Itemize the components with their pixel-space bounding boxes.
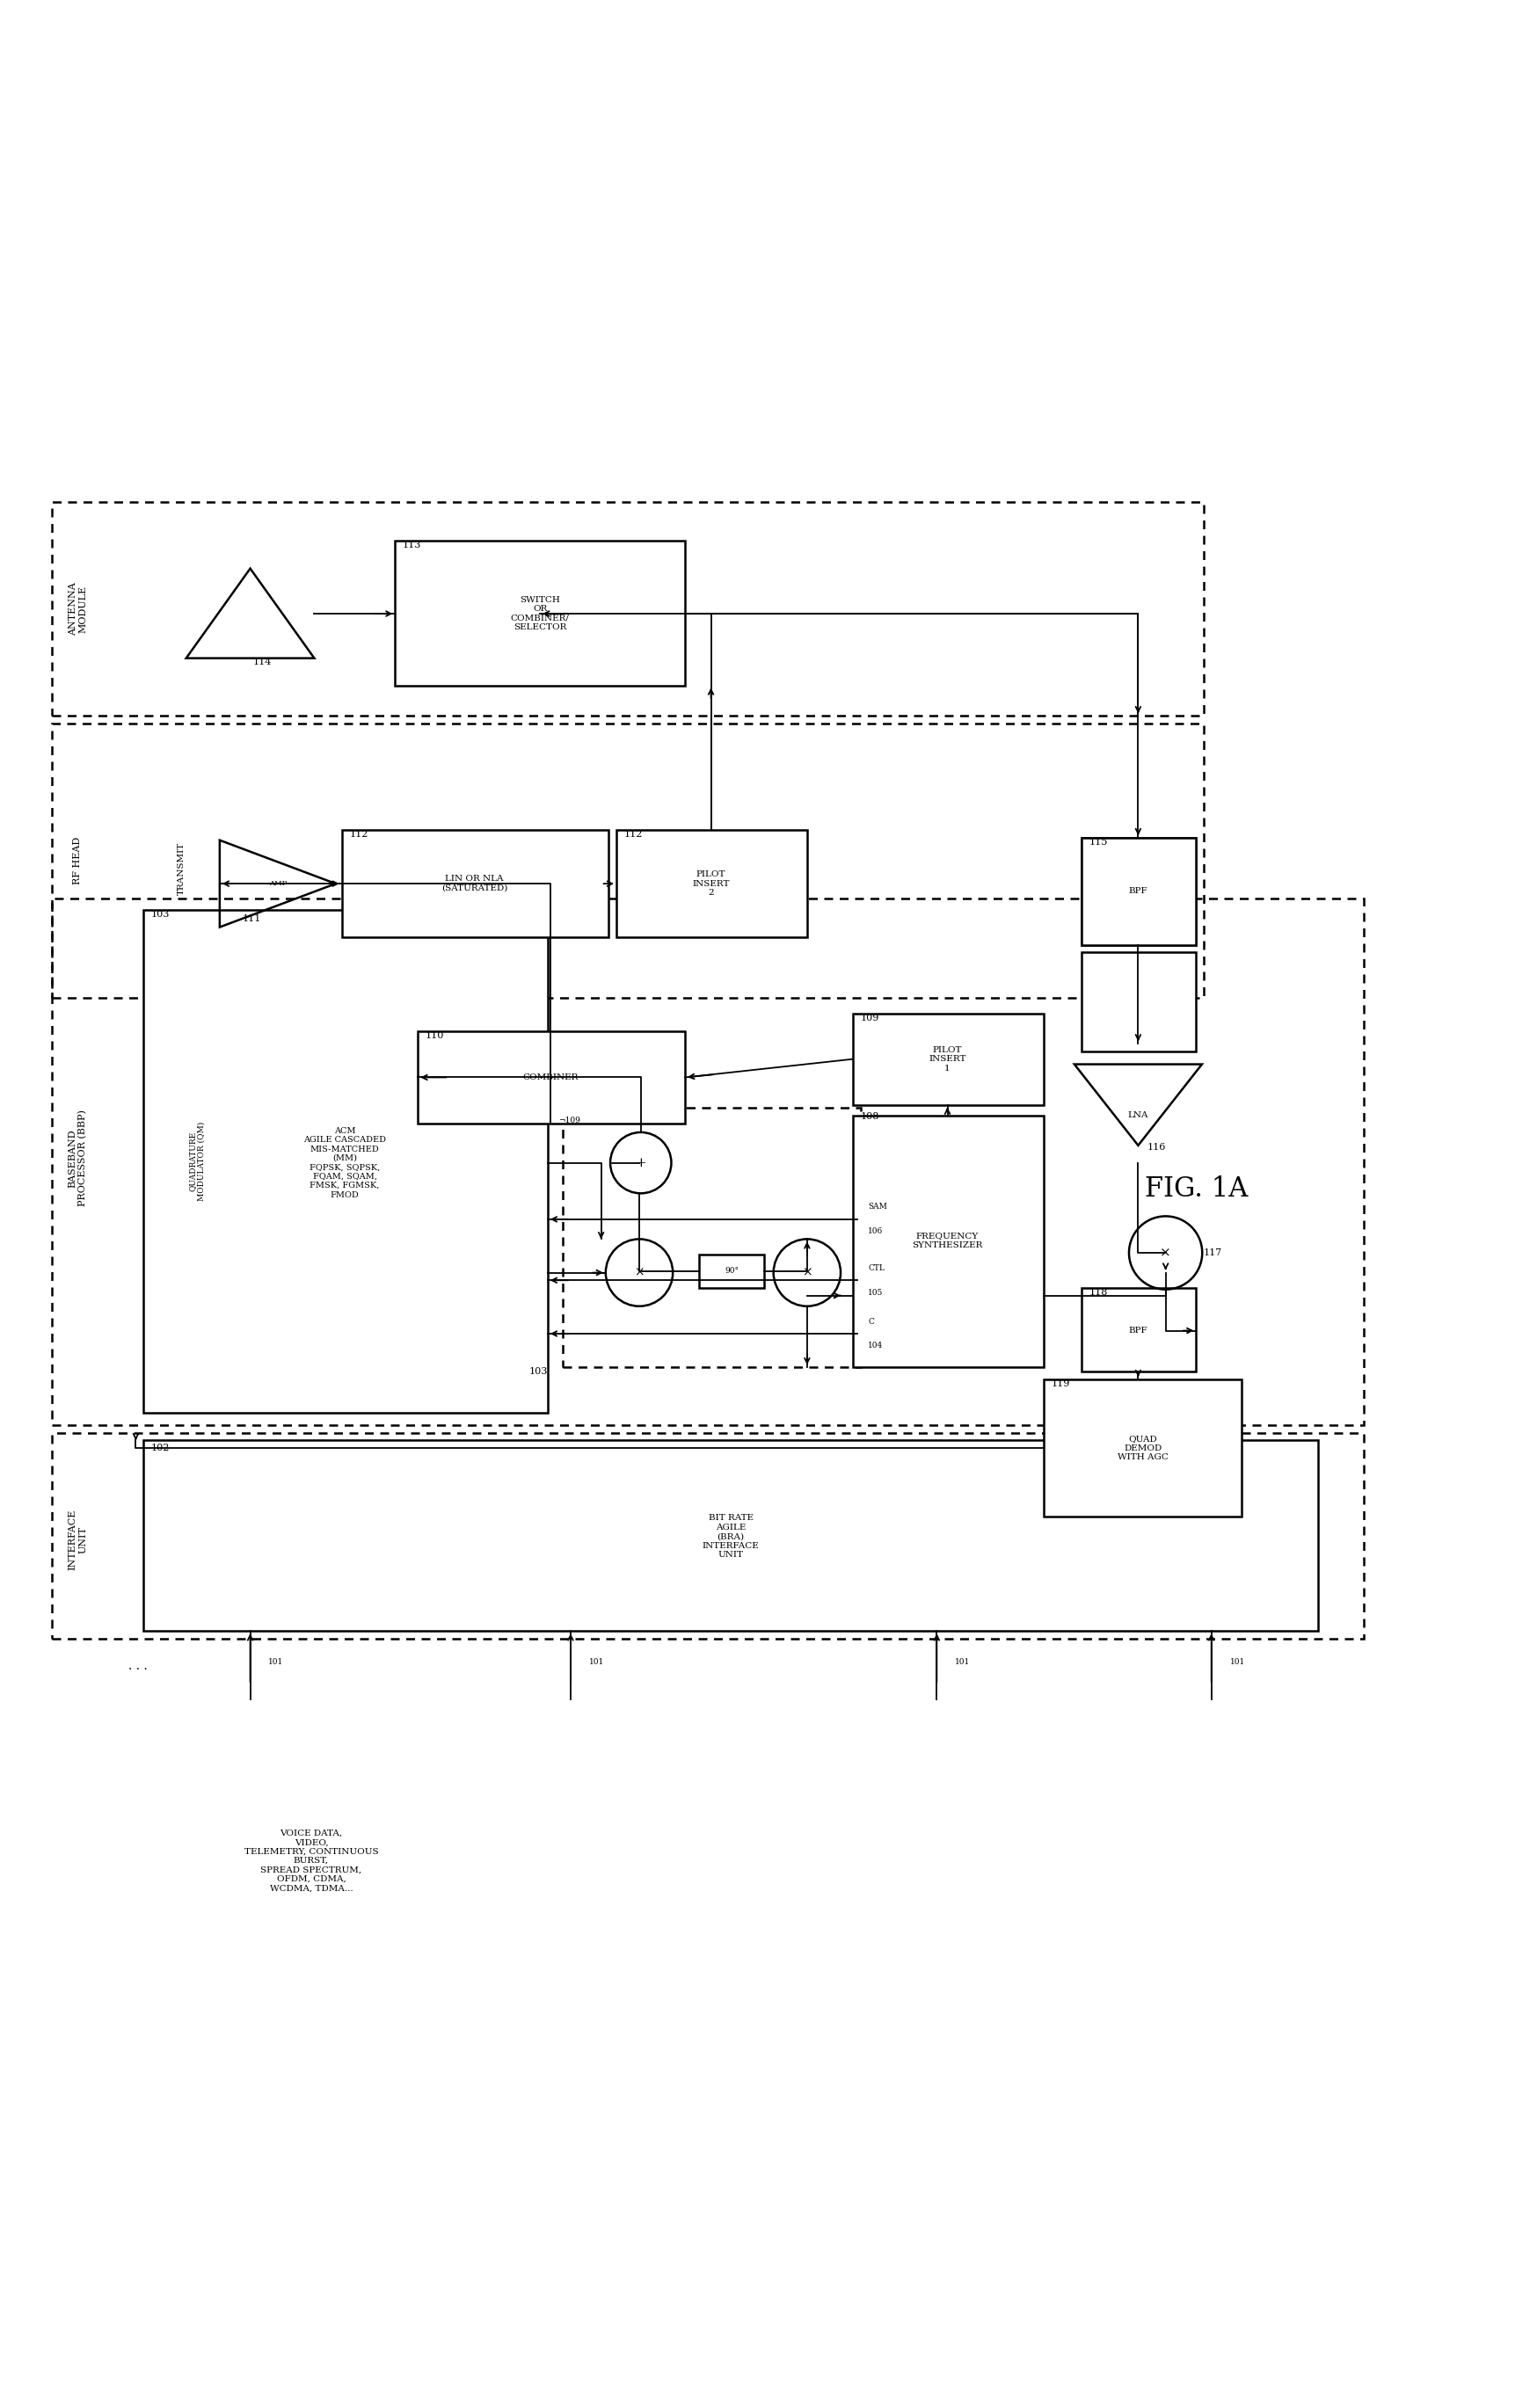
Text: 111: 111 — [243, 915, 261, 922]
Bar — [52, 1433, 1363, 1640]
Bar — [341, 831, 609, 937]
Text: LIN OR NLA
(SATURATED): LIN OR NLA (SATURATED) — [441, 874, 507, 893]
Bar — [1081, 1288, 1196, 1373]
Text: 101: 101 — [954, 1657, 970, 1666]
Text: 106: 106 — [867, 1228, 882, 1235]
Text: ACM
AGILE CASCADED
MIS-MATCHED
(MM)
FQPSK, SQPSK,
FQAM, SQAM,
FMSK, FGMSK,
FMOD: ACM AGILE CASCADED MIS-MATCHED (MM) FQPS… — [303, 1127, 386, 1199]
Text: ×: × — [633, 1267, 644, 1279]
Bar — [395, 539, 684, 686]
Text: PILOT
INSERT
2: PILOT INSERT 2 — [692, 872, 729, 896]
Bar — [616, 831, 807, 937]
Text: 110: 110 — [426, 1031, 444, 1040]
Text: 112: 112 — [349, 831, 367, 838]
Text: 108: 108 — [861, 1112, 879, 1122]
Text: ¬109: ¬109 — [558, 1117, 579, 1125]
Text: LNA: LNA — [1127, 1112, 1148, 1120]
Text: 103: 103 — [529, 1368, 547, 1377]
Text: 102: 102 — [151, 1442, 169, 1452]
Text: · · ·: · · · — [128, 1664, 148, 1676]
Bar — [853, 1115, 1044, 1368]
Text: VOICE DATA,
VIDEO,
TELEMETRY, CONTINUOUS
BURST,
SPREAD SPECTRUM,
OFDM, CDMA,
WCD: VOICE DATA, VIDEO, TELEMETRY, CONTINUOUS… — [244, 1830, 378, 1893]
Text: PILOT
INSERT
1: PILOT INSERT 1 — [928, 1045, 965, 1072]
Text: COMBINER: COMBINER — [523, 1074, 578, 1081]
Text: 116: 116 — [1147, 1144, 1165, 1151]
Bar — [143, 1440, 1317, 1630]
Bar — [52, 722, 1203, 997]
Bar — [1044, 1380, 1242, 1517]
Text: BASEBAND
PROCESSOR (BBP): BASEBAND PROCESSOR (BBP) — [68, 1110, 88, 1206]
Text: 105: 105 — [867, 1288, 882, 1296]
Bar — [1081, 838, 1196, 944]
Bar — [563, 1108, 861, 1368]
Bar — [143, 910, 547, 1413]
Text: QUADRATURE
MODULATOR (QM): QUADRATURE MODULATOR (QM) — [188, 1122, 206, 1202]
Bar — [1081, 838, 1196, 944]
Text: 113: 113 — [403, 539, 421, 549]
Text: SAM: SAM — [867, 1204, 887, 1211]
Text: 118: 118 — [1088, 1288, 1108, 1296]
Bar — [698, 1255, 764, 1288]
Text: 119: 119 — [1051, 1380, 1070, 1389]
Text: FREQUENCY
SYNTHESIZER: FREQUENCY SYNTHESIZER — [911, 1233, 982, 1250]
Text: QUAD
DEMOD
WITH AGC: QUAD DEMOD WITH AGC — [1117, 1435, 1168, 1462]
Text: 90°: 90° — [725, 1267, 739, 1276]
Text: 101: 101 — [1230, 1657, 1243, 1666]
Text: +: + — [635, 1156, 646, 1168]
Text: 104: 104 — [867, 1341, 882, 1351]
Text: C: C — [867, 1317, 873, 1324]
Text: 114: 114 — [254, 657, 272, 667]
Text: BPF: BPF — [1128, 886, 1147, 896]
Text: ×: × — [1159, 1247, 1171, 1259]
Text: 103: 103 — [151, 910, 169, 917]
Text: RF HEAD: RF HEAD — [74, 838, 81, 884]
Text: ANTENNA
MODULE: ANTENNA MODULE — [68, 583, 88, 636]
Bar — [418, 1031, 684, 1122]
Text: BIT RATE
AGILE
(BRA)
INTERFACE
UNIT: BIT RATE AGILE (BRA) INTERFACE UNIT — [702, 1515, 759, 1558]
Bar — [853, 1014, 1044, 1105]
Text: 109: 109 — [861, 1014, 879, 1021]
Bar — [1081, 951, 1196, 1052]
Text: TRANSMIT: TRANSMIT — [177, 843, 186, 896]
Text: AMP: AMP — [269, 881, 286, 886]
Text: 117: 117 — [1203, 1247, 1222, 1257]
Text: 101: 101 — [269, 1657, 283, 1666]
Text: CTL: CTL — [867, 1264, 884, 1271]
Bar — [52, 898, 1363, 1426]
Bar — [52, 503, 1203, 715]
Text: BPF: BPF — [1128, 1327, 1147, 1334]
Text: SWITCH
OR
COMBINER/
SELECTOR: SWITCH OR COMBINER/ SELECTOR — [510, 597, 569, 631]
Text: 112: 112 — [624, 831, 642, 838]
Text: 115: 115 — [1088, 838, 1108, 848]
Text: INTERFACE
UNIT: INTERFACE UNIT — [68, 1510, 88, 1570]
Text: ×: × — [801, 1267, 812, 1279]
Text: FIG. 1A: FIG. 1A — [1144, 1175, 1247, 1202]
Text: 101: 101 — [589, 1657, 604, 1666]
